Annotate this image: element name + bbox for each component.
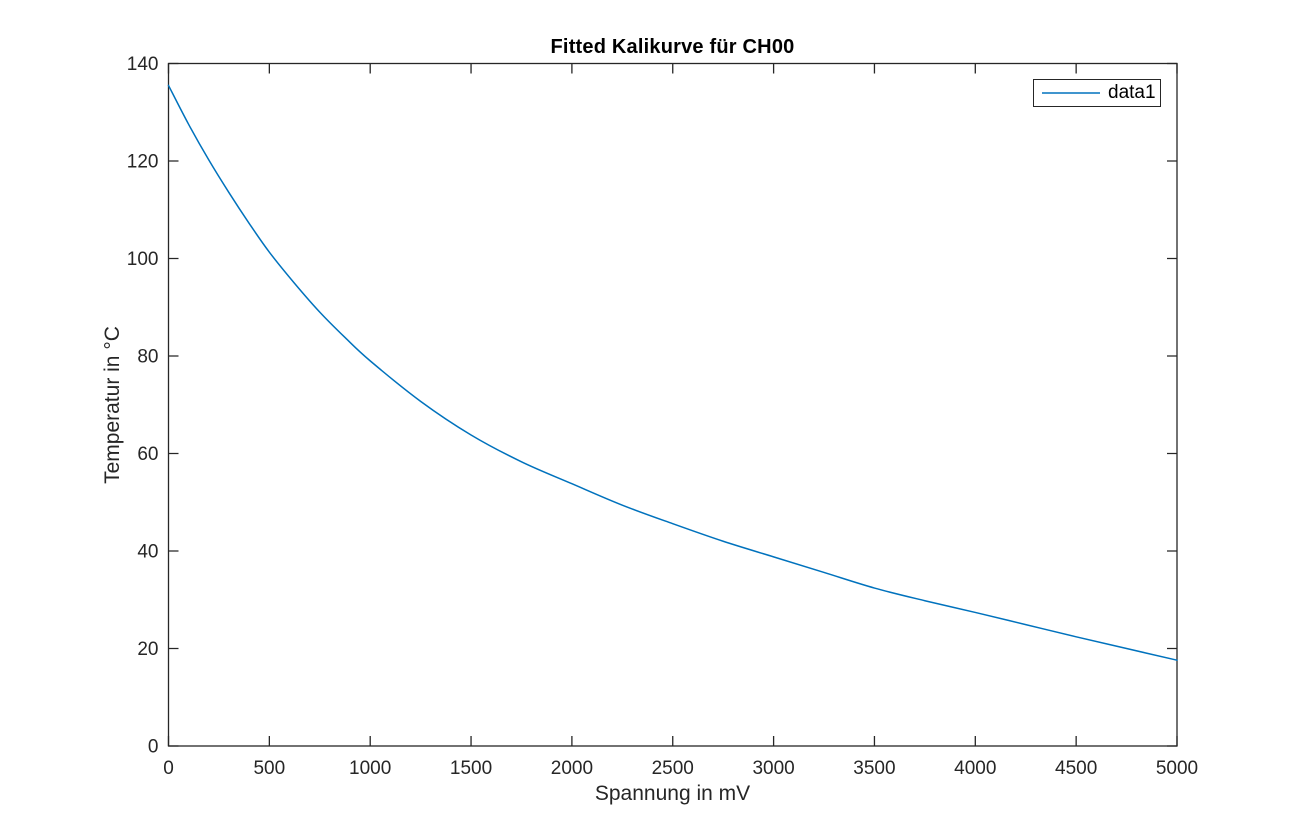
y-tick-label: 40 (137, 542, 158, 563)
x-tick-labels: 0 500 1000 1500 2000 2500 3000 3500 4000 4500 5000 (163, 758, 1198, 779)
x-tick-label: 5000 (1156, 758, 1198, 779)
legend: data1 (1033, 79, 1161, 107)
y-tick-label: 120 (127, 152, 159, 173)
y-tick-label: 140 (127, 54, 159, 75)
legend-label: data1 (1108, 82, 1156, 103)
data-series-line (167, 84, 1178, 661)
y-tick-label: 80 (137, 347, 158, 368)
x-tick-label: 1000 (349, 758, 391, 779)
legend-line-sample (1042, 92, 1100, 94)
x-tick-label: 2500 (652, 758, 694, 779)
x-tick-label: 2000 (551, 758, 593, 779)
x-tick-label: 1500 (450, 758, 492, 779)
y-tick-label: 20 (137, 639, 158, 660)
x-tick-label: 500 (253, 758, 285, 779)
axis-box (167, 62, 1178, 747)
y-axis-label: Temperatur in °C (101, 326, 124, 484)
x-tick-label: 4500 (1055, 758, 1097, 779)
x-tick-label: 3000 (752, 758, 794, 779)
y-tick-label: 60 (137, 444, 158, 465)
x-tick-label: 0 (163, 758, 174, 779)
y-tick-labels: 0 20 40 60 80 100 120 140 (127, 54, 159, 758)
x-tick-label: 3500 (853, 758, 895, 779)
y-tick-label: 100 (127, 249, 159, 270)
tick-marks (167, 62, 1178, 747)
y-tick-label: 0 (148, 737, 159, 758)
chart-title: Fitted Kalikurve für CH00 (550, 36, 795, 58)
x-axis-label: Spannung in mV (594, 782, 751, 805)
x-tick-label: 4000 (954, 758, 996, 779)
